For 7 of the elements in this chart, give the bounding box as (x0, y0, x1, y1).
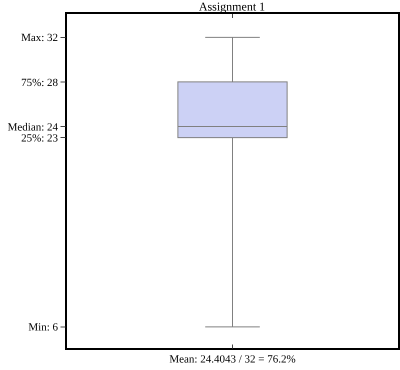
x-axis-title: Mean: 24.4043 / 32 = 76.2% (169, 354, 296, 366)
y-tick-label: Median: 24 (8, 121, 59, 134)
y-tick-label: Min: 6 (28, 322, 59, 334)
y-tick-label: 25%: 23 (21, 132, 59, 144)
chart-title: Assignment 1 (198, 0, 266, 14)
y-tick-label: 75%: 28 (21, 76, 59, 89)
y-tick-label: Max: 32 (21, 32, 58, 44)
